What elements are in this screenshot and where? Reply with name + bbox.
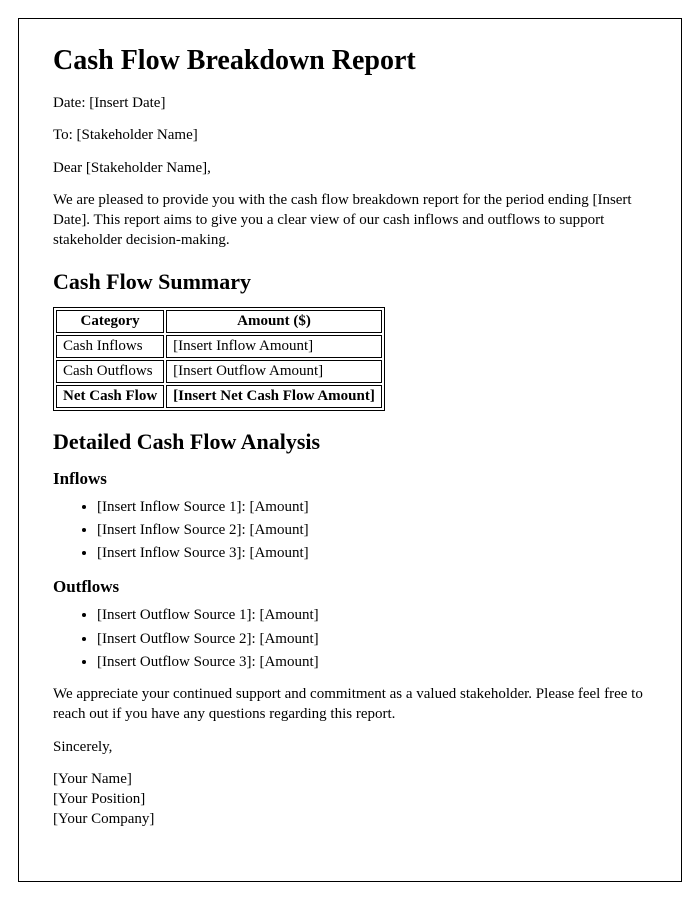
table-cell-category: Cash Outflows — [56, 360, 164, 383]
list-item: [Insert Inflow Source 3]: [Amount] — [97, 543, 647, 563]
list-item: [Insert Outflow Source 2]: [Amount] — [97, 629, 647, 649]
signature-position: [Your Position] — [53, 789, 647, 809]
table-row: Net Cash Flow [Insert Net Cash Flow Amou… — [56, 385, 382, 408]
list-item: [Insert Inflow Source 1]: [Amount] — [97, 497, 647, 517]
outflows-list: [Insert Outflow Source 1]: [Amount] [Ins… — [53, 605, 647, 672]
table-cell-category: Cash Inflows — [56, 335, 164, 358]
closing-paragraph: We appreciate your continued support and… — [53, 684, 647, 725]
table-row: Cash Inflows [Insert Inflow Amount] — [56, 335, 382, 358]
list-item: [Insert Outflow Source 3]: [Amount] — [97, 652, 647, 672]
analysis-heading: Detailed Cash Flow Analysis — [53, 429, 647, 455]
list-item: [Insert Outflow Source 1]: [Amount] — [97, 605, 647, 625]
page-title: Cash Flow Breakdown Report — [53, 45, 647, 77]
list-item: [Insert Inflow Source 2]: [Amount] — [97, 520, 647, 540]
table-header-amount: Amount ($) — [166, 310, 382, 333]
summary-heading: Cash Flow Summary — [53, 269, 647, 295]
signature-company: [Your Company] — [53, 809, 647, 829]
table-cell-amount: [Insert Outflow Amount] — [166, 360, 382, 383]
table-row: Cash Outflows [Insert Outflow Amount] — [56, 360, 382, 383]
table-header-row: Category Amount ($) — [56, 310, 382, 333]
document-page: Cash Flow Breakdown Report Date: [Insert… — [0, 0, 700, 900]
inflows-list: [Insert Inflow Source 1]: [Amount] [Inse… — [53, 497, 647, 564]
salutation: Dear [Stakeholder Name], — [53, 158, 647, 178]
table-cell-amount: [Insert Net Cash Flow Amount] — [166, 385, 382, 408]
intro-paragraph: We are pleased to provide you with the c… — [53, 190, 647, 251]
inflows-heading: Inflows — [53, 469, 647, 489]
signoff: Sincerely, — [53, 737, 647, 757]
table-cell-amount: [Insert Inflow Amount] — [166, 335, 382, 358]
to-line: To: [Stakeholder Name] — [53, 125, 647, 145]
date-line: Date: [Insert Date] — [53, 93, 647, 113]
outflows-heading: Outflows — [53, 577, 647, 597]
signature-block: [Your Name] [Your Position] [Your Compan… — [53, 769, 647, 830]
table-cell-category: Net Cash Flow — [56, 385, 164, 408]
document-border: Cash Flow Breakdown Report Date: [Insert… — [18, 18, 682, 882]
table-header-category: Category — [56, 310, 164, 333]
signature-name: [Your Name] — [53, 769, 647, 789]
summary-table: Category Amount ($) Cash Inflows [Insert… — [53, 307, 385, 411]
